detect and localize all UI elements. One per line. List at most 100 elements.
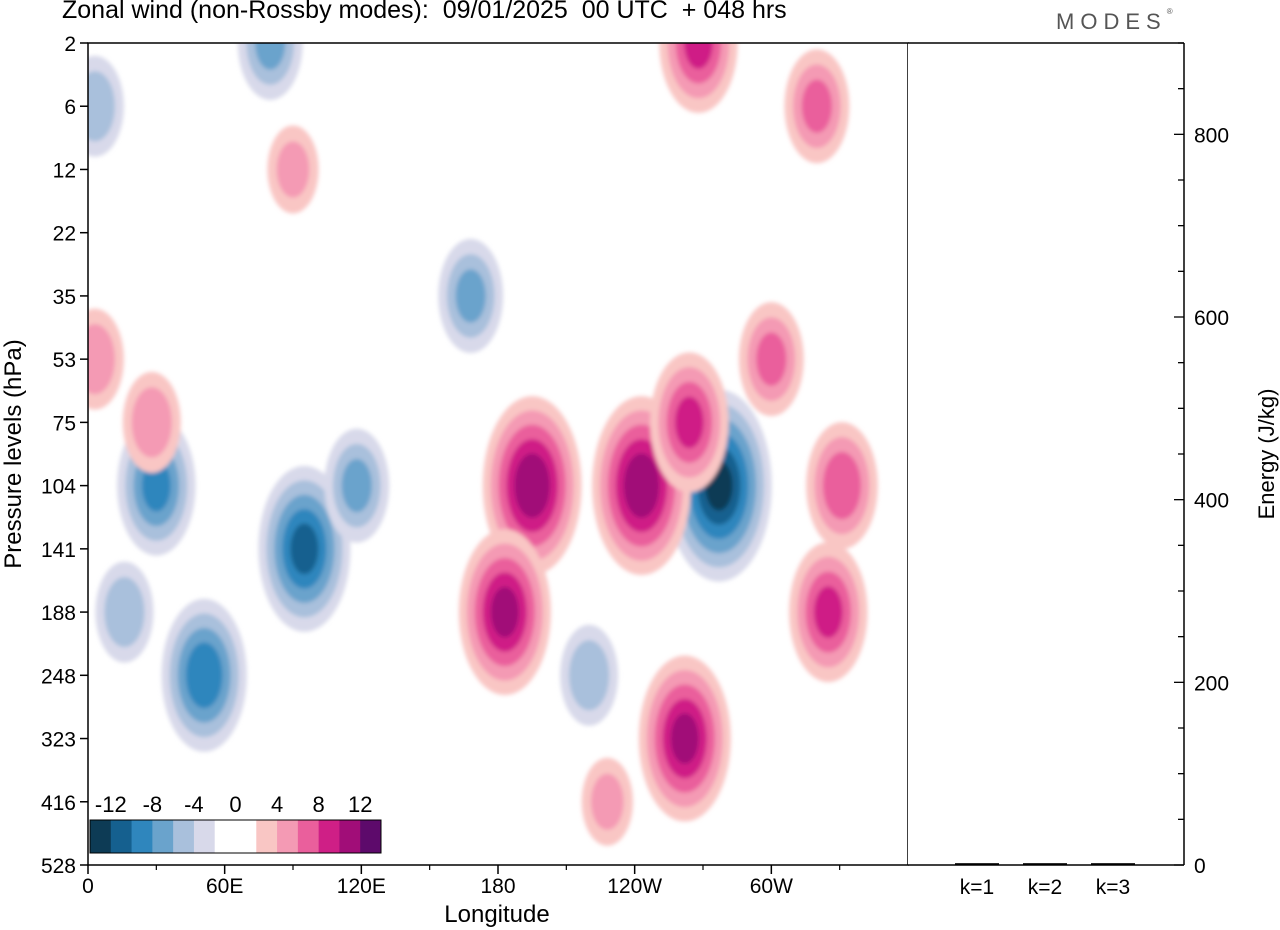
x-tick-label: 120W — [607, 875, 662, 898]
y-tick-label: 35 — [53, 286, 76, 309]
y-tick-label: 2 — [64, 33, 76, 56]
y-tick-label: 53 — [53, 349, 76, 372]
y-tick-label: 248 — [41, 665, 76, 688]
y-tick-label: 528 — [41, 855, 76, 878]
colorbar-swatch — [90, 820, 112, 853]
wind-contour — [684, 43, 713, 69]
x-tick-label: 60W — [750, 875, 793, 898]
wind-contour — [131, 387, 172, 458]
hovmoller-panel: -12 -8 -4 0 4 8 12 0 60E 120E 180 120W 60W 2 6 12 22 35… — [0, 33, 909, 928]
energy-bars: k=1 k=2 k=3 — [955, 863, 1135, 899]
colorbar-swatch — [297, 820, 320, 853]
x-tick-label: 180 — [480, 875, 515, 898]
colorbar-label: -4 — [184, 792, 204, 817]
energy-bar — [955, 863, 999, 865]
energy-tick-label: 800 — [1194, 124, 1229, 147]
energy-tick-label: 600 — [1194, 307, 1229, 330]
registered-mark: ® — [1166, 7, 1173, 16]
wind-anomaly — [88, 55, 124, 157]
wind-contour — [185, 642, 223, 709]
colorbar-swatch — [256, 820, 278, 853]
wind-anomaly — [659, 43, 738, 113]
x-axis-label: Longitude — [444, 901, 549, 928]
y-tick-label: 12 — [53, 159, 76, 182]
wind-anomaly — [161, 598, 247, 752]
energy-bar — [1023, 863, 1067, 865]
colorbar-swatch — [110, 820, 132, 853]
energy-axis-label: Energy (J/kg) — [1254, 389, 1279, 520]
energy-category-label: k=2 — [1028, 876, 1062, 899]
y-tick-label: 22 — [53, 223, 76, 246]
wind-anomaly — [789, 542, 868, 683]
y-tick-label: 6 — [64, 96, 76, 119]
y-tick-label: 75 — [53, 412, 76, 435]
colorbar-label: 12 — [348, 792, 372, 817]
colorbar-label: -8 — [143, 792, 163, 817]
wind-anomaly — [438, 238, 504, 353]
x-tick-label: 120E — [337, 875, 386, 898]
wind-anomaly — [784, 49, 850, 164]
chart-title: Zonal wind (non-Rossby modes): 09/01/202… — [62, 0, 787, 24]
energy-category-label: k=3 — [1096, 876, 1130, 899]
brand-logo: MODES® — [1056, 7, 1173, 35]
wind-contour — [569, 640, 610, 711]
wind-contour — [255, 43, 286, 70]
wind-contour — [341, 459, 372, 513]
x-tick-label: 60E — [206, 875, 243, 898]
wind-contour — [813, 586, 843, 638]
colorbar-swatch — [214, 820, 236, 853]
wind-contour — [290, 523, 319, 575]
wind-anomaly — [650, 352, 729, 493]
wind-contour — [623, 453, 660, 518]
energy-tick-label: 200 — [1194, 672, 1229, 695]
colorbar-swatch — [360, 820, 382, 853]
colorbar-label: 4 — [271, 792, 283, 817]
wind-anomaly — [267, 125, 319, 214]
longitude-axis: 0 60E 120E 180 120W 60W — [82, 865, 841, 898]
energy-axis: 0 200 400 600 800 — [1174, 42, 1229, 878]
pressure-axis: 2 6 12 22 35 53 75 104 141 188 248 323 416 528 — [41, 33, 88, 878]
wind-contour — [822, 452, 861, 520]
wind-anomaly — [738, 302, 804, 417]
y-tick-label: 323 — [41, 729, 76, 752]
colorbar-swatch — [339, 820, 361, 853]
wind-anomaly — [458, 529, 551, 696]
wind-anomaly — [88, 308, 124, 410]
y-axis-label: Pressure levels (hPa) — [0, 339, 27, 568]
wind-contour — [801, 79, 832, 133]
brand-name: MODES — [1056, 9, 1167, 34]
wind-contour — [514, 453, 550, 518]
y-tick-label: 141 — [41, 539, 76, 562]
wind-contour — [670, 713, 699, 764]
y-tick-label: 416 — [41, 792, 76, 815]
wind-contour — [88, 71, 115, 142]
colorbar-swatch — [318, 820, 340, 853]
energy-panel: k=1 k=2 k=3 0 200 400 600 800 Energy (J/kg) — [908, 42, 1279, 899]
colorbar-frame — [89, 819, 382, 854]
wind-anomaly — [258, 465, 351, 632]
wind-contour — [141, 459, 171, 512]
wind-anomaly — [581, 757, 633, 846]
wind-contour — [276, 141, 310, 198]
wind-anomaly — [324, 428, 390, 543]
wind-anomaly — [237, 43, 303, 100]
wind-anomaly — [638, 655, 731, 822]
colorbar-swatch — [131, 820, 153, 853]
colorbar-label: 8 — [312, 792, 324, 817]
wind-contour — [674, 396, 704, 449]
wind-contour — [490, 586, 519, 638]
colorbar-swatch — [277, 820, 299, 853]
wind-field — [88, 43, 878, 846]
energy-tick-label: 400 — [1194, 490, 1229, 513]
energy-bar — [1091, 863, 1135, 865]
wind-contour — [455, 269, 486, 323]
y-tick-label: 188 — [41, 602, 76, 625]
energy-background — [908, 43, 1184, 865]
energy-category-label: k=1 — [960, 876, 994, 899]
wind-anomaly — [560, 624, 619, 726]
y-tick-label: 104 — [41, 476, 76, 499]
colorbar-label: -12 — [95, 792, 127, 817]
wind-anomaly — [95, 561, 154, 663]
colorbar-swatch — [193, 820, 216, 853]
